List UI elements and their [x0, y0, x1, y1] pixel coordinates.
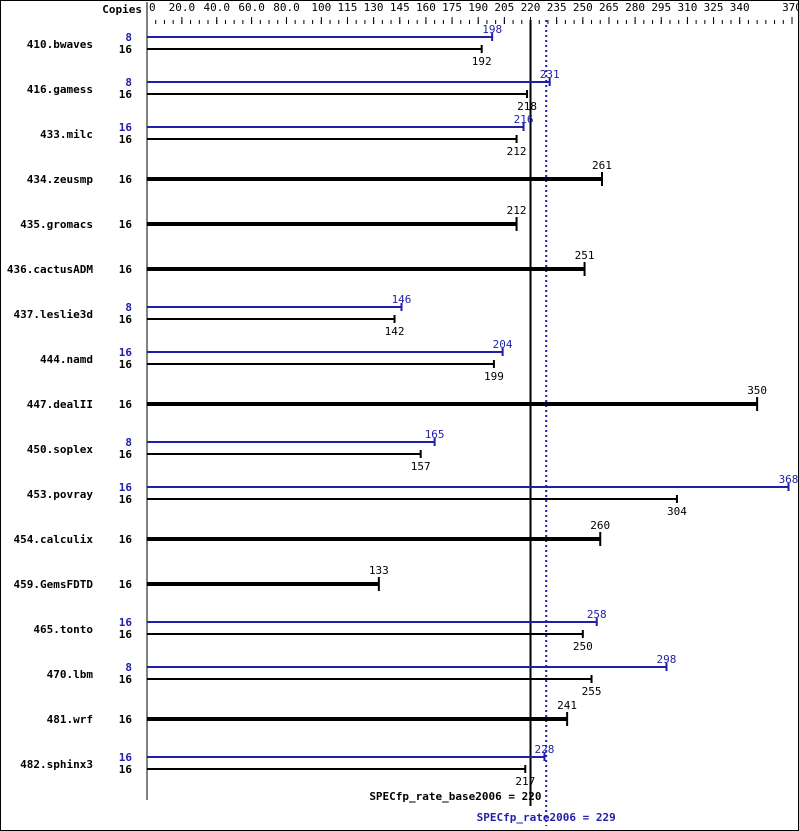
benchmark-name: 433.milc [40, 128, 93, 141]
base-copies: 16 [119, 448, 133, 461]
base-value-label: 260 [590, 519, 610, 532]
x-tick-label: 60.0 [238, 1, 265, 14]
peak-copies: 16 [119, 616, 133, 629]
x-tick-label: 80.0 [273, 1, 300, 14]
benchmark-name: 410.bwaves [27, 38, 93, 51]
x-tick-label: 370 [782, 1, 799, 14]
base-value-label: 212 [507, 145, 527, 158]
x-tick-label: 100 [311, 1, 331, 14]
base-copies: 16 [119, 43, 133, 56]
x-tick-label: 295 [651, 1, 671, 14]
peak-copies: 8 [125, 661, 132, 674]
base-value-label: 133 [369, 564, 389, 577]
base-value-label: 212 [507, 204, 527, 217]
peak-value-label: 216 [514, 113, 534, 126]
benchmark-name: 434.zeusmp [27, 173, 94, 186]
x-tick-label: 160 [416, 1, 436, 14]
benchmark-name: 416.gamess [27, 83, 93, 96]
base-value-label: 217 [515, 775, 535, 788]
peak-copies: 8 [125, 436, 132, 449]
peak-copies: 8 [125, 76, 132, 89]
peak-value-label: 368 [779, 473, 799, 486]
peak-copies: 16 [119, 481, 133, 494]
x-tick-label: 310 [677, 1, 697, 14]
x-tick-label: 220 [521, 1, 541, 14]
base-value-label: 255 [582, 685, 602, 698]
base-copies: 16 [119, 398, 133, 411]
peak-copies: 16 [119, 751, 133, 764]
base-value-label: 199 [484, 370, 504, 383]
base-copies: 16 [119, 628, 133, 641]
base-copies: 16 [119, 493, 133, 506]
base-value-label: 304 [667, 505, 687, 518]
base-copies: 16 [119, 133, 133, 146]
peak-value-label: 258 [587, 608, 607, 621]
base-copies: 16 [119, 218, 133, 231]
benchmark-name: 436.cactusADM [7, 263, 93, 276]
benchmark-name: 453.povray [27, 488, 94, 501]
x-tick-label: 0 [149, 1, 156, 14]
x-tick-label: 175 [442, 1, 462, 14]
base-value-label: 261 [592, 159, 612, 172]
base-copies: 16 [119, 173, 133, 186]
peak-value-label: 298 [657, 653, 677, 666]
x-tick-label: 130 [364, 1, 384, 14]
peak-copies: 8 [125, 301, 132, 314]
copies-header: Copies [102, 3, 142, 16]
peak-value-label: 228 [535, 743, 555, 756]
base-copies: 16 [119, 578, 133, 591]
benchmark-name: 454.calculix [14, 533, 94, 546]
base-copies: 16 [119, 713, 133, 726]
benchmark-name: 470.lbm [47, 668, 94, 681]
peak-value-label: 146 [392, 293, 412, 306]
x-tick-label: 235 [547, 1, 567, 14]
peak-copies: 16 [119, 121, 133, 134]
x-tick-label: 205 [494, 1, 514, 14]
benchmark-name: 450.soplex [27, 443, 94, 456]
base-value-label: 250 [573, 640, 593, 653]
x-tick-label: 20.0 [169, 1, 196, 14]
base-value-label: 192 [472, 55, 492, 68]
peak-value-label: 231 [540, 68, 560, 81]
benchmark-name: 437.leslie3d [14, 308, 93, 321]
benchmark-name: 444.namd [40, 353, 93, 366]
base-value-label: 142 [385, 325, 405, 338]
x-tick-label: 40.0 [203, 1, 230, 14]
base-copies: 16 [119, 673, 133, 686]
base-copies: 16 [119, 358, 133, 371]
x-tick-label: 280 [625, 1, 645, 14]
peak-copies: 16 [119, 346, 133, 359]
base-copies: 16 [119, 763, 133, 776]
x-tick-label: 325 [704, 1, 724, 14]
x-tick-label: 190 [468, 1, 488, 14]
x-tick-label: 145 [390, 1, 410, 14]
base-copies: 16 [119, 88, 133, 101]
benchmark-name: 481.wrf [47, 713, 93, 726]
benchmark-name: 447.dealII [27, 398, 93, 411]
base-value-label: 241 [557, 699, 577, 712]
peak-summary-label: SPECfp_rate2006 = 229 [477, 811, 616, 824]
peak-value-label: 204 [493, 338, 513, 351]
base-value-label: 251 [575, 249, 595, 262]
base-value-label: 218 [517, 100, 537, 113]
benchmark-name: 459.GemsFDTD [14, 578, 94, 591]
base-copies: 16 [119, 313, 133, 326]
peak-value-label: 198 [482, 23, 502, 36]
benchmark-name: 482.sphinx3 [20, 758, 93, 771]
base-summary-label: SPECfp_rate_base2006 = 220 [369, 790, 541, 803]
x-tick-label: 250 [573, 1, 593, 14]
benchmark-name: 435.gromacs [20, 218, 93, 231]
x-tick-label: 265 [599, 1, 619, 14]
peak-value-label: 165 [425, 428, 445, 441]
x-tick-label: 115 [338, 1, 358, 14]
benchmark-name: 465.tonto [33, 623, 93, 636]
peak-copies: 8 [125, 31, 132, 44]
base-copies: 16 [119, 263, 133, 276]
base-copies: 16 [119, 533, 133, 546]
base-value-label: 350 [747, 384, 767, 397]
base-value-label: 157 [411, 460, 431, 473]
x-tick-label: 340 [730, 1, 750, 14]
